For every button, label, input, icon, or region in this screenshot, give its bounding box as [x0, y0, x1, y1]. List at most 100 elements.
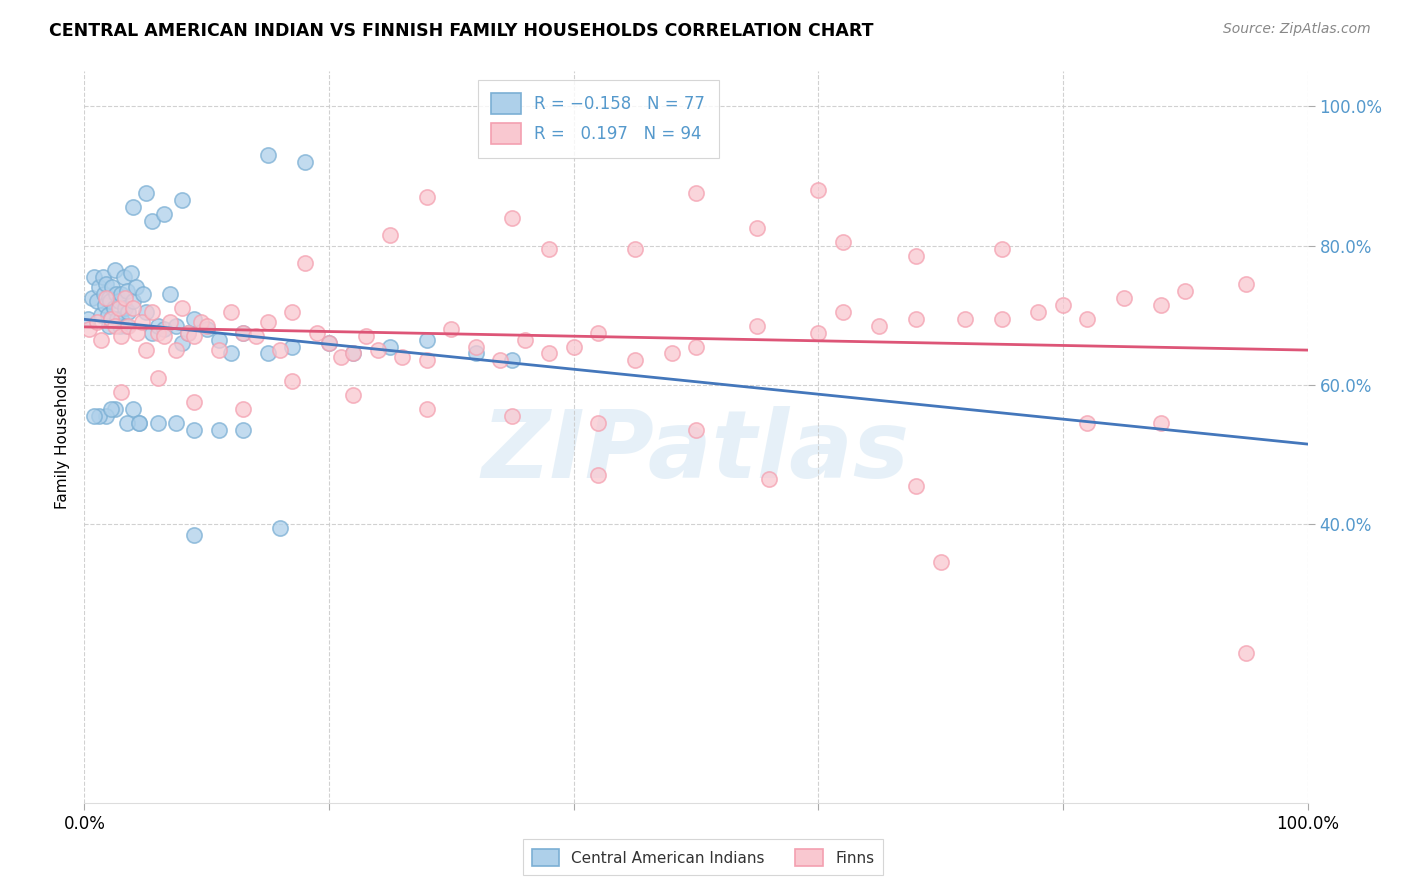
- Point: [281, 304, 304, 318]
- Point: [97, 308, 120, 322]
- Point: [245, 329, 267, 343]
- Point: [87, 280, 110, 294]
- Point: [269, 521, 291, 535]
- Point: [83, 269, 105, 284]
- Point: [294, 256, 316, 270]
- Point: [86, 315, 108, 329]
- Point: [183, 329, 205, 343]
- Point: [128, 416, 150, 430]
- Point: [1076, 416, 1098, 430]
- Point: [502, 409, 524, 424]
- Point: [96, 277, 118, 291]
- Point: [120, 266, 142, 280]
- Point: [93, 287, 115, 301]
- Point: [125, 280, 148, 294]
- Point: [90, 333, 112, 347]
- Point: [869, 318, 891, 333]
- Point: [177, 326, 200, 340]
- Point: [747, 221, 769, 235]
- Point: [219, 304, 242, 318]
- Point: [502, 95, 524, 110]
- Point: [104, 318, 127, 333]
- Point: [98, 294, 121, 309]
- Point: [624, 353, 647, 368]
- Point: [1052, 298, 1074, 312]
- Point: [685, 423, 707, 437]
- Point: [131, 315, 153, 329]
- Point: [991, 242, 1014, 256]
- Point: [159, 287, 181, 301]
- Point: [125, 326, 148, 340]
- Point: [586, 326, 609, 340]
- Point: [97, 318, 120, 333]
- Point: [953, 311, 976, 326]
- Point: [1150, 298, 1173, 312]
- Point: [232, 326, 254, 340]
- Point: [661, 346, 683, 360]
- Point: [177, 326, 200, 340]
- Point: [146, 371, 169, 385]
- Point: [146, 326, 169, 340]
- Point: [183, 311, 205, 326]
- Point: [586, 416, 609, 430]
- Point: [269, 343, 291, 357]
- Point: [232, 423, 254, 437]
- Point: [440, 322, 463, 336]
- Point: [232, 402, 254, 417]
- Point: [685, 339, 707, 353]
- Point: [107, 301, 129, 316]
- Point: [91, 269, 114, 284]
- Point: [367, 343, 389, 357]
- Point: [172, 193, 194, 207]
- Point: [80, 291, 103, 305]
- Point: [380, 339, 402, 353]
- Point: [929, 556, 952, 570]
- Point: [624, 242, 647, 256]
- Text: CENTRAL AMERICAN INDIAN VS FINNISH FAMILY HOUSEHOLDS CORRELATION CHART: CENTRAL AMERICAN INDIAN VS FINNISH FAMIL…: [49, 22, 873, 40]
- Point: [108, 318, 131, 333]
- Point: [146, 416, 169, 430]
- Point: [807, 183, 830, 197]
- Point: [305, 326, 328, 340]
- Point: [232, 326, 254, 340]
- Point: [172, 301, 194, 316]
- Point: [513, 333, 536, 347]
- Point: [905, 479, 928, 493]
- Point: [141, 214, 163, 228]
- Point: [114, 291, 136, 305]
- Point: [104, 402, 127, 417]
- Point: [115, 416, 138, 430]
- Point: [146, 318, 169, 333]
- Point: [183, 527, 205, 541]
- Point: [380, 228, 402, 243]
- Point: [132, 287, 155, 301]
- Point: [105, 287, 128, 301]
- Point: [135, 304, 157, 318]
- Point: [342, 388, 364, 402]
- Point: [90, 308, 112, 322]
- Point: [257, 315, 280, 329]
- Point: [104, 263, 127, 277]
- Point: [416, 190, 439, 204]
- Text: ZIPatlas: ZIPatlas: [482, 406, 910, 498]
- Point: [122, 200, 145, 214]
- Point: [208, 423, 231, 437]
- Point: [100, 311, 122, 326]
- Point: [685, 186, 707, 201]
- Point: [586, 468, 609, 483]
- Point: [87, 409, 110, 424]
- Point: [153, 322, 176, 336]
- Point: [117, 304, 139, 318]
- Point: [294, 155, 316, 169]
- Point: [77, 311, 100, 326]
- Point: [1174, 284, 1197, 298]
- Point: [195, 322, 218, 336]
- Point: [831, 304, 853, 318]
- Point: [758, 472, 780, 486]
- Point: [153, 329, 176, 343]
- Point: [464, 346, 486, 360]
- Point: [153, 207, 176, 221]
- Point: [101, 280, 124, 294]
- Point: [97, 291, 120, 305]
- Point: [318, 336, 340, 351]
